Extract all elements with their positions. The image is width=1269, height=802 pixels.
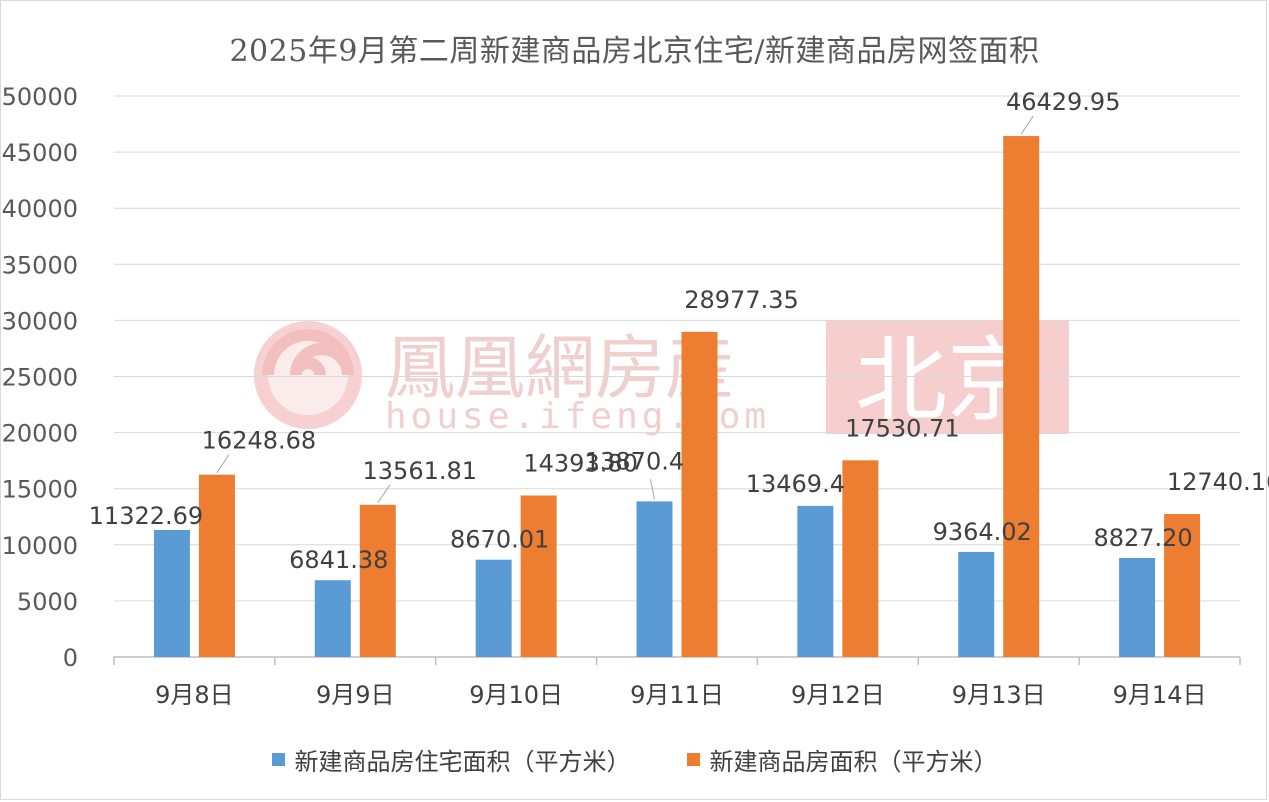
- data-labels: 11322.69 6841.38 8670.01 13870.4 13469.4 9364…: [89, 88, 1269, 574]
- data-label-total: 46429.95: [1006, 88, 1121, 116]
- bar-total: [842, 460, 879, 657]
- bar-residential: [314, 580, 351, 657]
- data-label-total: 17530.71: [845, 414, 960, 442]
- legend-item-residential: 新建商品房住宅面积（平方米）: [271, 742, 631, 777]
- data-label-residential: 13870.4: [585, 447, 684, 475]
- legend-item-total: 新建商品房面积（平方米）: [686, 742, 998, 777]
- y-tick-label: 20000: [2, 420, 78, 448]
- x-tick-label: 9月9日: [316, 681, 395, 709]
- bar-total: [198, 474, 235, 657]
- data-label-total: 28977.35: [684, 286, 799, 314]
- data-label-residential: 8670.01: [450, 526, 549, 554]
- x-tick-label: 9月14日: [1113, 681, 1207, 709]
- bar-residential: [636, 501, 673, 657]
- data-label-residential: 11322.69: [89, 502, 204, 530]
- bar-total: [359, 504, 396, 657]
- chart-title: 2025年9月第二周新建商品房北京住宅/新建商品房网签面积: [229, 34, 1040, 69]
- legend-label-residential: 新建商品房住宅面积（平方米）: [294, 748, 631, 776]
- legend-label-total: 新建商品房面积（平方米）: [709, 748, 998, 776]
- label-leader: [1020, 115, 1034, 135]
- data-label-residential: 6841.38: [289, 546, 388, 574]
- y-tick-label: 15000: [2, 476, 78, 504]
- bars: [153, 136, 1201, 657]
- bar-residential: [797, 505, 834, 657]
- y-tick-label: 45000: [2, 139, 78, 167]
- y-tick-label: 50000: [2, 83, 78, 111]
- data-label-total: 16248.68: [202, 427, 317, 455]
- data-label-total: 13561.81: [363, 457, 478, 485]
- x-tick-label: 9月13日: [952, 681, 1046, 709]
- data-label-total: 14393.80: [523, 450, 638, 478]
- label-leader: [650, 479, 655, 500]
- data-label-residential: 13469.4: [746, 470, 845, 498]
- bar-residential: [153, 529, 190, 657]
- y-tick-label: 0: [63, 644, 78, 672]
- legend-swatch-total: [686, 753, 700, 766]
- x-tick-label: 9月10日: [469, 681, 563, 709]
- watermark-brand: 鳳凰網房産: [385, 327, 735, 409]
- data-label-residential: 8827.20: [1093, 524, 1192, 552]
- y-tick-label: 5000: [17, 588, 78, 616]
- label-leader: [216, 454, 230, 473]
- gridlines: [114, 95, 1240, 602]
- x-tick-label: 9月12日: [791, 681, 885, 709]
- legend: 新建商品房住宅面积（平方米） 新建商品房面积（平方米）: [0, 742, 1269, 777]
- bar-total: [1003, 136, 1040, 657]
- ifeng-logo-icon: [254, 321, 362, 429]
- y-axis: 0 5000 10000 15000 20000 25000 30000 35000 40000…: [2, 83, 78, 672]
- y-tick-label: 25000: [2, 364, 78, 392]
- legend-swatch-residential: [271, 753, 285, 766]
- data-label-residential: 9364.02: [933, 518, 1032, 546]
- y-tick-label: 10000: [2, 532, 78, 560]
- bar-residential: [475, 559, 512, 657]
- data-label-total: 12740.16: [1167, 468, 1269, 496]
- bar-total: [520, 495, 557, 657]
- y-tick-label: 40000: [2, 195, 78, 223]
- x-tick-label: 9月8日: [155, 681, 234, 709]
- bar-residential: [1119, 557, 1156, 657]
- bar-residential: [958, 551, 995, 657]
- bar-total: [681, 331, 718, 657]
- y-tick-label: 35000: [2, 251, 78, 279]
- x-axis: 9月8日 9月9日 9月10日 9月11日 9月12日 9月13日 9月14日: [113, 656, 1241, 709]
- bar-total: [1164, 514, 1201, 657]
- y-tick-label: 30000: [2, 307, 78, 335]
- x-tick-label: 9月11日: [630, 681, 724, 709]
- label-leader: [377, 484, 391, 504]
